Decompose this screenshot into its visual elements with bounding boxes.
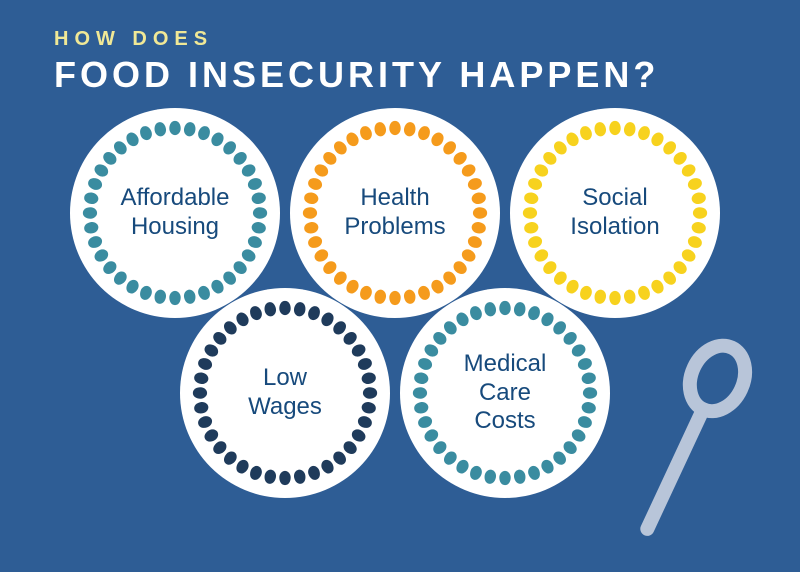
factor-affordable-housing: Affordable Housing — [70, 108, 280, 318]
circles-container: Affordable Housing Health Problems Social … — [0, 108, 800, 533]
headline-text: FOOD INSECURITY HAPPEN? — [54, 54, 659, 96]
factor-label: Low Wages — [248, 364, 322, 422]
factor-medical-care-costs: Medical Care Costs — [400, 288, 610, 498]
factor-health-problems: Health Problems — [290, 108, 500, 318]
factor-low-wages: Low Wages — [180, 288, 390, 498]
factor-label: Social Isolation — [570, 184, 659, 242]
factor-social-isolation: Social Isolation — [510, 108, 720, 318]
factor-label: Health Problems — [344, 184, 445, 242]
factor-label: Medical Care Costs — [464, 350, 547, 436]
factor-label: Affordable Housing — [121, 184, 230, 242]
kicker-text: HOW DOES — [54, 28, 213, 51]
